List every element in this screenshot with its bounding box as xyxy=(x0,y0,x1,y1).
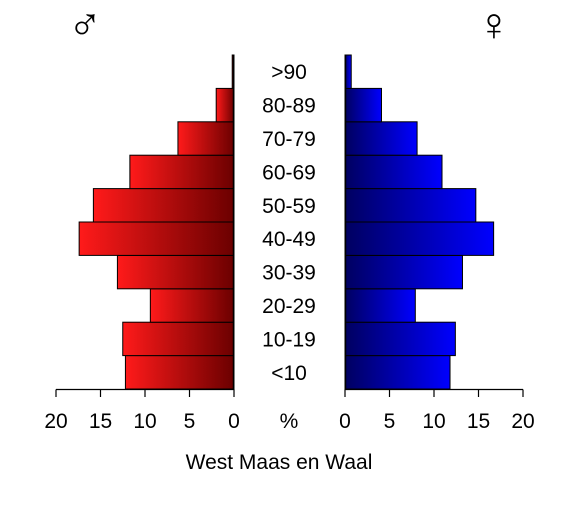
tick-label: 15 xyxy=(89,410,112,433)
male-bar xyxy=(116,254,235,290)
tick-label: 5 xyxy=(384,410,396,433)
unit-label: % xyxy=(280,410,299,433)
tick-label: 20 xyxy=(511,410,534,433)
female-bar xyxy=(344,288,416,323)
male-bar xyxy=(92,188,235,223)
category-label: 50-59 xyxy=(262,195,316,218)
female-bar xyxy=(344,188,477,223)
tick-label: 10 xyxy=(422,410,445,433)
tick-label: 0 xyxy=(228,410,240,433)
female-bar xyxy=(344,154,443,190)
female-symbol: ♀ xyxy=(477,0,512,50)
x-axis-title: West Maas en Waal xyxy=(186,451,373,474)
category-label: 80-89 xyxy=(262,95,316,118)
male-x-axis: 0 5 10 15 20 xyxy=(44,388,240,433)
female-x-axis: 0 5 10 15 20 xyxy=(339,388,535,433)
female-bar xyxy=(344,254,463,290)
female-bar xyxy=(344,121,418,156)
female-bars-group xyxy=(344,54,495,390)
category-label: 40-49 xyxy=(262,228,316,251)
male-bars-group xyxy=(78,54,235,390)
female-bar xyxy=(344,321,456,357)
male-bar xyxy=(177,121,235,156)
category-labels-group: <10 10-19 20-29 30-39 40-49 50-59 60-69 70-79 80… xyxy=(262,61,316,385)
category-label: 20-29 xyxy=(262,295,316,318)
tick-label: 5 xyxy=(184,410,196,433)
female-bar xyxy=(344,355,451,390)
category-label: 70-79 xyxy=(262,128,316,151)
male-bar xyxy=(129,154,235,190)
category-label: 60-69 xyxy=(262,161,316,184)
category-label: 30-39 xyxy=(262,262,316,285)
category-label: <10 xyxy=(271,362,307,385)
tick-label: 20 xyxy=(44,410,67,433)
tick-label: 10 xyxy=(133,410,156,433)
male-bar xyxy=(124,355,235,390)
tick-label: 0 xyxy=(339,410,351,433)
tick-label: 15 xyxy=(467,410,490,433)
male-symbol: ♂ xyxy=(68,0,103,50)
male-bar xyxy=(149,288,235,323)
male-bar xyxy=(122,321,235,357)
category-label: 10-19 xyxy=(262,328,316,351)
category-label: >90 xyxy=(271,61,307,84)
male-bar xyxy=(215,87,235,123)
female-bar xyxy=(344,87,382,123)
female-bar xyxy=(344,221,495,256)
male-bar xyxy=(78,221,235,256)
